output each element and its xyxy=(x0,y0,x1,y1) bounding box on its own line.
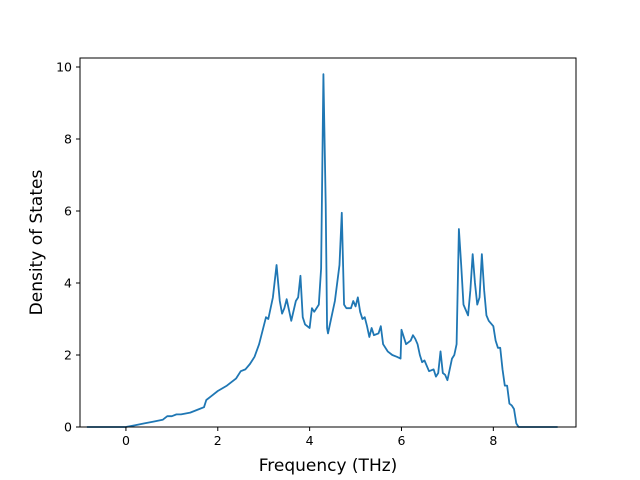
y-tick-label: 10 xyxy=(56,60,72,75)
y-tick-label: 2 xyxy=(64,348,72,363)
x-axis-title: Frequency (THz) xyxy=(259,456,398,476)
y-tick-label: 8 xyxy=(64,132,72,147)
plot-area xyxy=(86,73,558,428)
dos-series-line xyxy=(86,73,558,428)
y-tick-label: 4 xyxy=(64,276,72,291)
x-axis: 0 2 4 6 8 xyxy=(122,427,497,448)
y-axis-title: Density of States xyxy=(27,170,47,316)
x-tick-label: 2 xyxy=(214,433,222,448)
x-tick-label: 6 xyxy=(398,433,406,448)
y-axis: 0 2 4 6 8 10 xyxy=(56,60,80,435)
x-tick-label: 4 xyxy=(306,433,314,448)
y-tick-label: 6 xyxy=(64,204,72,219)
x-tick-label: 0 xyxy=(122,433,130,448)
y-tick-label: 0 xyxy=(64,420,72,435)
axes-frame xyxy=(79,57,577,428)
x-tick-label: 8 xyxy=(489,433,497,448)
